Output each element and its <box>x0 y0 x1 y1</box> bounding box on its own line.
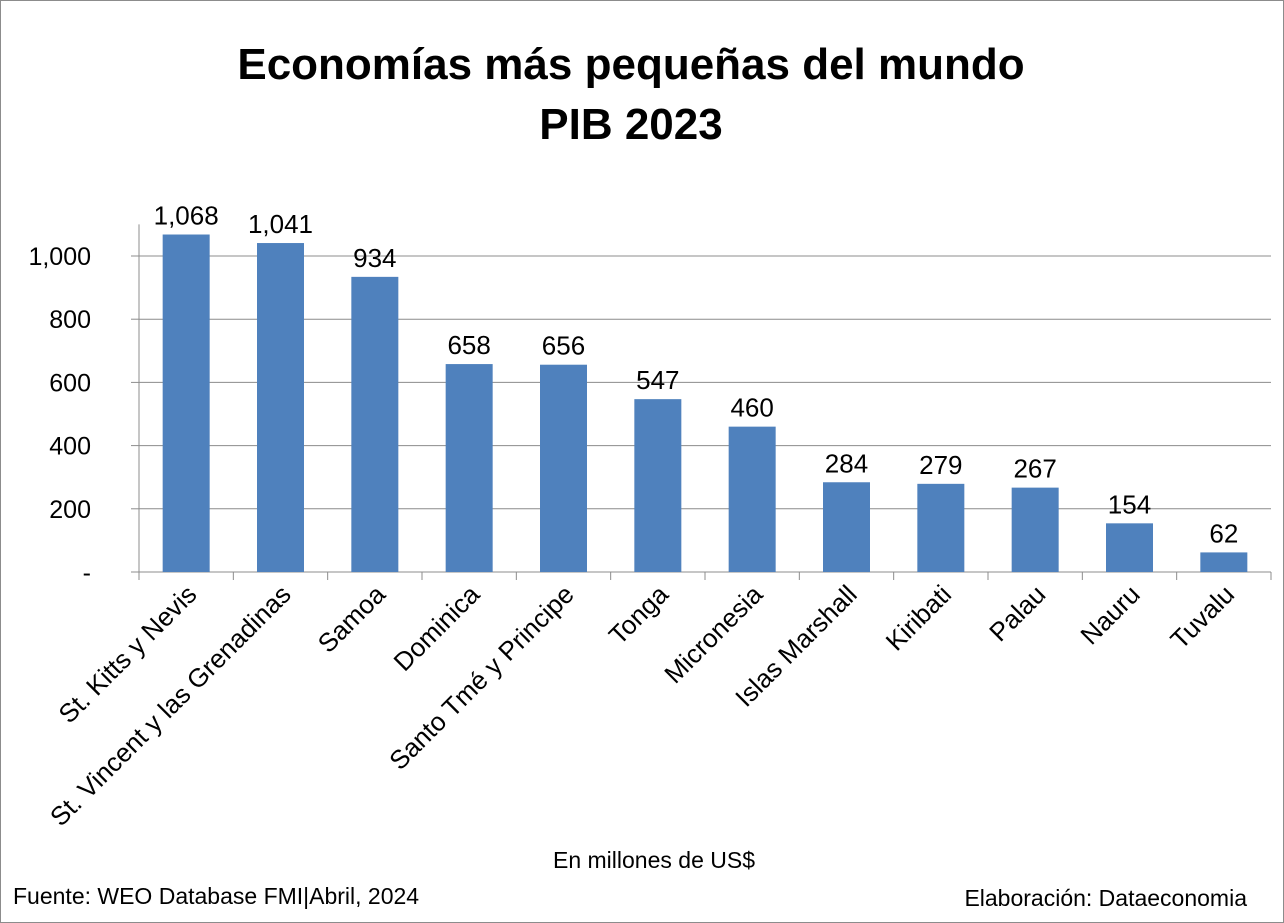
bar <box>1106 523 1153 572</box>
bar <box>634 399 682 572</box>
category-label: Tuvalu <box>1164 579 1240 655</box>
bar <box>1200 552 1248 572</box>
bar <box>823 482 870 572</box>
data-label: 1,041 <box>248 209 313 239</box>
bar <box>1011 487 1059 572</box>
data-label: 154 <box>1108 489 1151 519</box>
chart-title: Economías más pequeñas del mundo PIB 202… <box>1 35 1261 155</box>
data-label: 279 <box>919 450 962 480</box>
credit-note: Elaboración: Dataeconomia <box>964 885 1247 911</box>
y-tick-label: 200 <box>49 496 91 524</box>
category-label: Samoa <box>312 579 392 659</box>
bar <box>257 243 304 572</box>
bar <box>351 276 399 572</box>
bar <box>540 364 587 572</box>
y-tick-label: 1,000 <box>28 243 91 271</box>
y-tick-label: 400 <box>49 433 91 461</box>
category-label: Nauru <box>1074 579 1145 650</box>
y-tick-label: 600 <box>49 369 91 397</box>
bar <box>728 426 776 572</box>
data-label: 1,068 <box>154 201 219 231</box>
y-tick-label: 800 <box>49 306 91 334</box>
category-label: Palau <box>983 579 1051 647</box>
data-label: 267 <box>1013 454 1056 484</box>
bar <box>445 364 493 572</box>
chart-title-line2: PIB 2023 <box>539 100 723 149</box>
x-axis-label: En millones de US$ <box>553 847 755 873</box>
category-label: Santo Tmé y Principe <box>383 579 580 776</box>
data-label: 284 <box>825 448 868 478</box>
data-label: 658 <box>447 330 490 360</box>
category-label: Kiribati <box>880 579 957 656</box>
chart-title-line1: Economías más pequeñas del mundo <box>237 40 1025 89</box>
y-tick-label: - <box>83 559 91 587</box>
source-note: Fuente: WEO Database FMI|Abril, 2024 <box>13 883 420 909</box>
bar <box>162 234 210 572</box>
bar <box>917 483 965 572</box>
data-label: 62 <box>1209 518 1238 548</box>
category-label: Dominica <box>388 579 486 677</box>
data-label: 934 <box>353 243 396 273</box>
category-label: Tonga <box>603 579 675 651</box>
data-label: 460 <box>730 393 773 423</box>
data-label: 547 <box>636 365 679 395</box>
data-label: 656 <box>542 331 585 361</box>
